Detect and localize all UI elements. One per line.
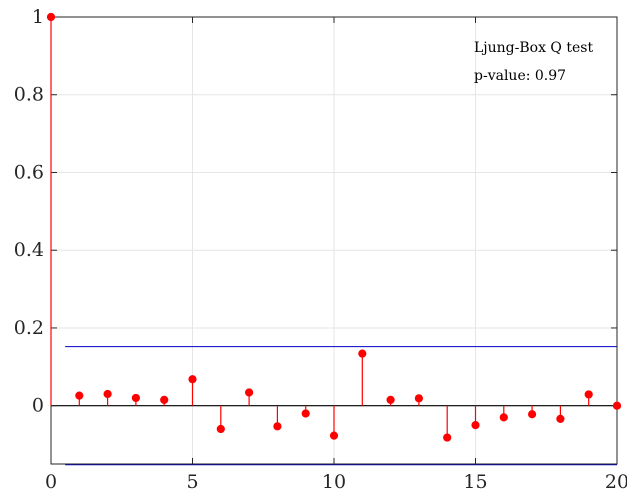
y-tick-label: 0.2 [14, 317, 44, 339]
stem-marker [75, 391, 84, 400]
y-tick-label: 0.6 [14, 161, 44, 183]
stem-marker [528, 410, 537, 419]
stem-marker [358, 349, 367, 358]
stem-marker [556, 414, 565, 424]
stem-marker [386, 395, 395, 404]
stem-marker [160, 395, 169, 404]
y-tick-label: 1 [32, 6, 44, 28]
stem-marker [103, 389, 112, 399]
annotation-title: Ljung-Box Q test [474, 40, 593, 56]
y-tick-label: 0.8 [14, 84, 44, 106]
x-tick-label: 10 [322, 471, 346, 493]
annotation-pvalue: p-value: 0.97 [474, 68, 566, 84]
x-tick-label: 0 [45, 471, 57, 493]
stems [46, 12, 622, 442]
stem-marker [329, 431, 339, 440]
stem-marker [471, 421, 480, 430]
y-tick-label: 0.4 [14, 239, 44, 261]
stem-marker [46, 12, 56, 22]
stem-marker [301, 409, 310, 418]
stem-marker [188, 375, 197, 384]
stem-marker [584, 390, 593, 399]
x-tick-label: 20 [605, 471, 627, 493]
stem-marker [443, 433, 452, 442]
stem-marker [414, 394, 423, 403]
x-tick-label: 15 [463, 471, 487, 493]
stem-marker [216, 424, 225, 434]
stem-marker [131, 393, 140, 403]
stem-marker [612, 401, 622, 410]
stem-marker [499, 413, 508, 422]
stem-marker [245, 388, 254, 397]
tick-labels: 0 5 10 15 20 0 0.2 0.4 0.6 0.8 1 [14, 6, 627, 493]
stem-marker [273, 422, 282, 431]
confidence-bounds [65, 346, 617, 466]
x-tick-label: 5 [186, 471, 198, 493]
y-tick-label: 0 [32, 395, 44, 417]
